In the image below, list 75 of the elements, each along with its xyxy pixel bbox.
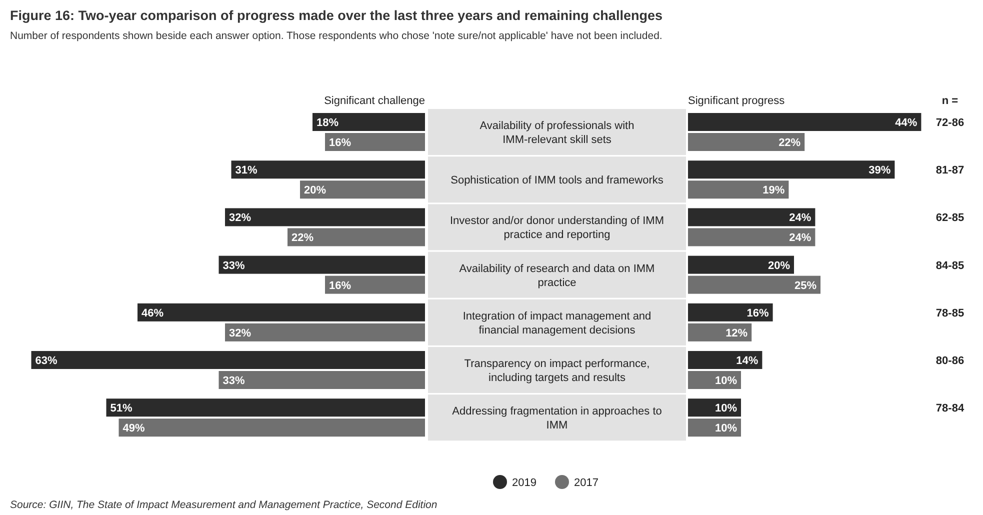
text: 81-87 [936,164,964,177]
data-label: 20% [768,260,790,272]
text: 62-85 [936,212,964,224]
x-axis-title: Significant challenge [324,95,425,107]
y-tick-label: Transparency on impact performance, including targets and results [464,358,650,384]
y-tick-label: Investor and/or donor understanding of IMM practice and reporting [450,215,664,242]
bar [225,323,425,342]
data-label: 25% [794,280,817,292]
chart-title: Figure 16: Two-year comparison of progress made over the last three years and remaining challenges [10,8,662,23]
data-label: 20% [304,184,326,197]
bar [225,208,425,226]
chart-subtitle: Number of respondents shown beside each answer option. Those respondents who chose 'note sure/not applicable' have not been included. [10,30,662,42]
text: 84-85 [936,260,964,272]
bar [231,160,425,179]
bar [688,160,895,179]
y-tick-label: Sophistication of IMM tools and frameworks [450,174,664,187]
bar [688,113,922,131]
data-label: 18% [316,117,339,129]
bar [325,133,425,151]
bar [106,398,425,417]
y-tick-label: Addressing fragmentation in approaches to IMM [452,406,662,432]
data-label: 14% [736,355,758,367]
bar [688,256,794,274]
data-label: 24% [789,212,812,224]
data-label: 12% [726,327,748,340]
text: 80-86 [936,355,964,367]
data-label: 49% [122,422,145,435]
legend-label: 2017 [574,477,598,489]
bar [688,303,773,322]
data-label: 51% [110,402,132,415]
bar [218,371,425,389]
bar [138,303,425,322]
bar [325,276,425,294]
data-label: 24% [789,232,812,244]
x-axis-title: Significant progress [688,95,786,107]
text: 78-85 [936,307,964,320]
data-label: 32% [229,327,252,340]
bar [688,323,752,342]
bar [688,133,805,151]
y-tick-label: Availability of research and data on IMM practice [459,262,655,289]
y2-axis-title: n = [942,95,958,107]
bar [31,351,425,369]
data-label: 16% [746,307,770,320]
bar [218,256,425,274]
data-label: 33% [222,260,245,272]
data-label: 22% [292,232,314,244]
bar [688,351,762,369]
bar [300,180,425,199]
text: 72-86 [936,117,964,129]
data-label: 44% [895,117,918,129]
data-label: 63% [35,355,58,367]
bar [688,208,816,226]
data-label: 22% [778,137,801,149]
legend-label: 2019 [512,477,536,489]
data-label: 32% [229,212,252,224]
data-label: 31% [235,164,258,177]
bar [688,228,816,246]
data-label: 10% [714,422,738,435]
data-label: 46% [142,307,164,320]
bar [118,418,425,437]
data-label: 10% [714,402,738,415]
source-note: Source: GIIN, The State of Impact Measurement and Management Practice, Second Edition [10,499,438,511]
data-label: 10% [714,375,738,387]
data-label: 33% [222,375,245,387]
y-tick-label: Integration of impact management and financial management decisions [462,310,652,336]
text: 78-84 [936,402,965,415]
data-label: 16% [329,137,352,149]
data-label: 19% [762,184,785,197]
bar [312,113,425,131]
bar [688,180,789,199]
bar [688,276,820,294]
bar [288,228,425,246]
y-tick-label: Availability of professionals with IMM-relevant skill sets [480,120,634,146]
data-label: 16% [329,280,352,292]
data-label: 39% [868,164,891,177]
